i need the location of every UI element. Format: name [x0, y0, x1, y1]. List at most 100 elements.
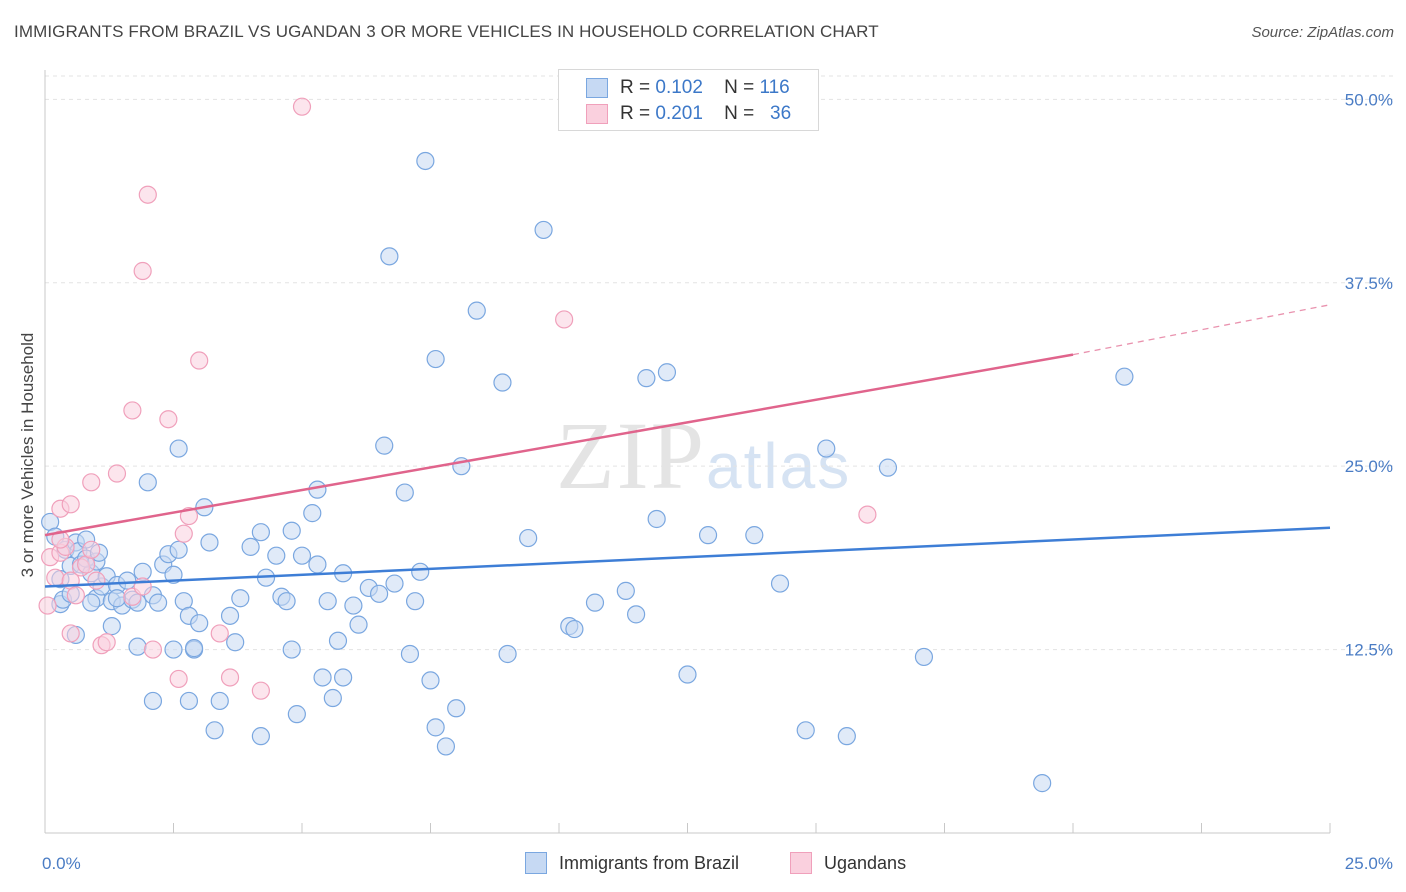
brazil-point [231, 589, 250, 608]
legend-row-ugandans: R = 0.201 N = 36 [586, 102, 791, 126]
x-tick-label: 25.0% [1345, 854, 1393, 873]
ugandan-point [38, 596, 57, 615]
brazil-point [128, 637, 147, 656]
brazil-point [1033, 774, 1052, 793]
brazil-point [498, 644, 517, 664]
chart-title: IMMIGRANTS FROM BRAZIL VS UGANDAN 3 OR M… [14, 22, 879, 41]
brazil-point [400, 644, 420, 664]
brazil-point [82, 593, 101, 612]
brazil-point [616, 581, 635, 600]
brazil-point [138, 473, 157, 492]
brazil-point [164, 565, 183, 584]
ugandan-point [61, 495, 80, 514]
brazil-point [143, 691, 163, 711]
brazil-point [770, 574, 790, 593]
ugandan-point [220, 668, 240, 687]
legend-row-brazil: R = 0.102 N = 116 [586, 76, 790, 100]
ugandan-point [82, 540, 101, 559]
brazil-point [102, 617, 121, 636]
brazil-point [385, 574, 404, 593]
legend-swatch-ugandans [790, 852, 812, 874]
brazil-point [251, 727, 270, 746]
legend-r-label: R = [620, 103, 651, 124]
brazil-point [626, 605, 646, 624]
brazil-point [395, 483, 414, 502]
ugandan-point [138, 185, 157, 204]
legend-label-ugandans: Ugandans [824, 852, 907, 873]
brazil-point [308, 480, 327, 499]
ugandan-point [66, 586, 85, 605]
brazil-point [585, 593, 605, 612]
ugandan-point [46, 568, 65, 587]
brazil-point [308, 555, 327, 574]
brazil-point [657, 363, 677, 382]
brazil-point [426, 718, 445, 737]
brazil-point [251, 523, 270, 542]
ugandan-point [555, 310, 574, 329]
brazil-point [334, 668, 353, 687]
brazil-point [436, 737, 456, 756]
y-tick-label: 25.0% [1345, 457, 1393, 476]
legend-item-brazil[interactable]: Immigrants from Brazil [525, 852, 739, 874]
brazil-point [287, 705, 306, 724]
series-legend: Immigrants from Brazil Ugandans [0, 852, 1406, 878]
legend-n-label: N = [724, 103, 755, 124]
ugandan-point [61, 624, 80, 643]
x-tick-label: 0.0% [42, 854, 81, 873]
brazil-point [421, 671, 440, 690]
brazil-point [698, 526, 718, 545]
brazil-point [328, 631, 348, 650]
ugandan-point [190, 351, 209, 370]
ugandan-point [87, 571, 106, 590]
brazil-point [241, 537, 260, 556]
ugandan-trendline [44, 353, 1074, 537]
legend-r-value: 0.201 [655, 103, 703, 124]
ugandan-point [858, 505, 877, 524]
brazil-point [493, 373, 512, 392]
ugandan-point [292, 97, 312, 116]
brazil-point [678, 665, 697, 684]
ugandan-point [159, 410, 178, 429]
brazil-point [914, 647, 934, 667]
brazil-point [169, 439, 188, 458]
y-tick-label: 37.5% [1345, 274, 1393, 293]
brazil-point [179, 691, 199, 711]
stats-legend: R = 0.102 N = 116 R = 0.201 N = 36 [558, 69, 819, 131]
legend-swatch-ugandans [586, 104, 608, 124]
legend-n-value: 36 [770, 103, 792, 124]
brazil-point [467, 301, 486, 320]
brazil-point [416, 151, 435, 171]
brazil-point [303, 504, 322, 523]
brazil-point [277, 592, 296, 611]
brazil-point [405, 592, 425, 611]
brazil-point [647, 509, 666, 529]
brazil-point [349, 615, 368, 634]
brazil-point [190, 614, 209, 633]
brazil-point [745, 526, 764, 545]
brazil-point [878, 458, 898, 477]
brazil-point [148, 593, 168, 612]
ugandan-point [51, 530, 70, 549]
y-tick-label: 12.5% [1345, 641, 1393, 660]
source-credit: Source: ZipAtlas.com [1251, 24, 1394, 41]
ugandan-trendline-extension [1072, 304, 1331, 356]
brazil-point [380, 247, 399, 266]
legend-n-value: 116 [759, 77, 790, 98]
brazil-trendline [44, 526, 1331, 588]
brazil-point [200, 533, 219, 552]
ugandan-point [174, 524, 193, 543]
brazil-point [282, 640, 301, 659]
watermark-zip: ZIP [556, 402, 706, 509]
brazil-point [118, 571, 137, 590]
brazil-point [370, 584, 389, 603]
brazil-point [1115, 367, 1134, 386]
legend-r-label: R = [620, 77, 651, 98]
brazil-point [282, 521, 301, 540]
legend-swatch-brazil [586, 78, 608, 98]
brazil-point [267, 546, 286, 565]
legend-swatch-brazil [525, 852, 547, 874]
legend-item-ugandans[interactable]: Ugandans [790, 852, 906, 874]
brazil-point [226, 633, 245, 652]
brazil-point [796, 721, 815, 740]
